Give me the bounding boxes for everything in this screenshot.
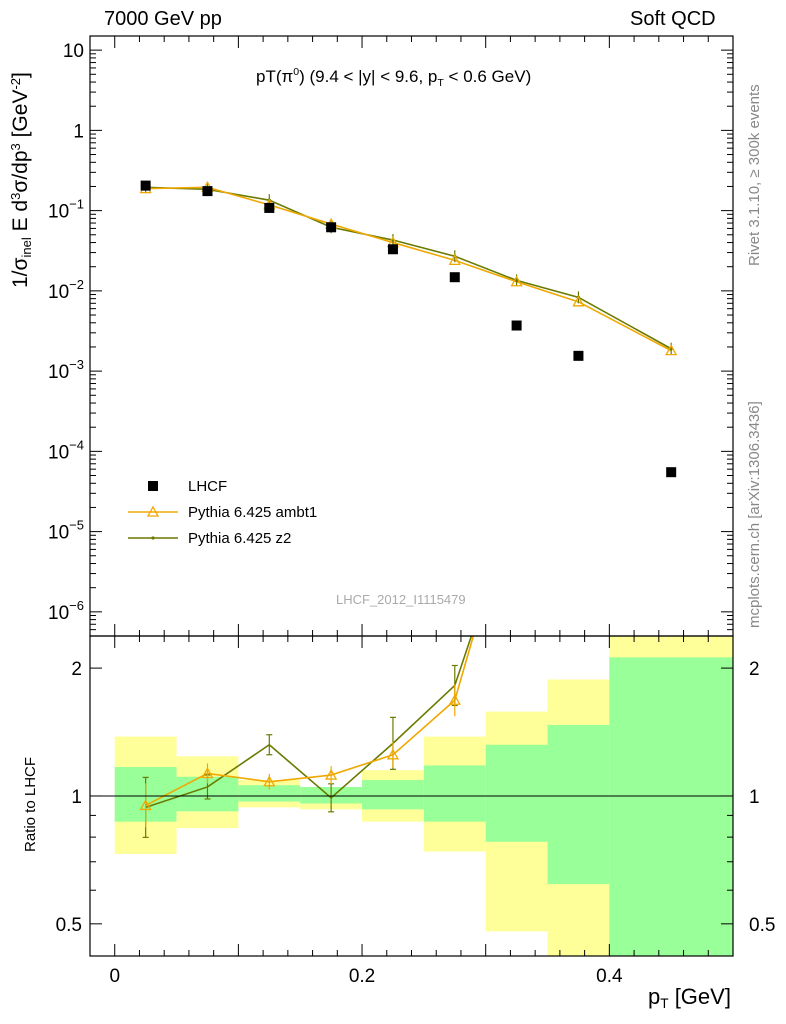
y-tick-label-5: 10−1 [48,197,84,223]
ratio-y-tick-label-right-1: 1 [749,787,760,808]
lhcf-point-6 [511,320,522,331]
lhcf-point-3 [326,222,337,233]
ambt1-point-7 [572,295,585,307]
x-axis-label: pT [GeV] [648,984,731,1011]
x-tick-label-2: 0.4 [596,966,623,987]
ratio-ambt1-point-2 [263,775,276,787]
ratio-uncertainty-bands [114,636,733,956]
y-tick-label-0: 10−6 [48,598,84,624]
rivet-version-label: Rivet 3.1.10, ≥ 300k events [746,84,763,266]
z2-line [145,186,672,350]
x-tick-label-1: 0.2 [349,966,375,987]
chart-title: pT(π0) (9.4 < |y| < 9.6, pT < 0.6 GeV) [256,66,532,89]
ambt1-point-5 [448,254,461,266]
lhcf-point-1 [202,186,213,197]
band-inner-7 [547,724,610,885]
main-y-axis-label: 1/σinel E d3σ/dp3 [GeV-2] [8,72,34,288]
ratio-ambt1-point-1 [201,767,214,779]
band-inner-4 [362,780,424,810]
ratio-ambt1-point-4 [386,748,400,760]
band-inner-2 [238,785,301,802]
header-left: 7000 GeV pp [104,8,222,30]
y-tick-label-3: 10−3 [48,357,84,383]
legend-marker-ambt1 [146,505,160,517]
axes: 10−6 10−5 10−4 10−3 10−2 10−1 1 10 0 0.2 0.4 0.5 0.5… [48,35,775,987]
ratio-y-tick-label-left-0: 0.5 [56,915,82,936]
ambt1-point-8 [665,344,678,356]
legend-label-ambt1: Pythia 6.425 ambt1 [188,504,318,521]
y-tick-label-6: 1 [73,121,84,142]
lhcf-point-8 [666,467,677,478]
legend-label-z2: Pythia 6.425 z2 [188,530,292,547]
y-tick-label-2: 10−4 [48,437,84,463]
main-plot-frame [89,35,734,637]
band-inner-6 [485,744,548,842]
y-tick-label-7: 10 [63,41,84,62]
ambt1-point-6 [510,275,523,287]
ambt1-line [145,186,672,352]
lhcf-point-4 [387,244,398,255]
mcplots-label: mcplots.cern.ch [arXiv:1306.3436] [746,401,763,628]
band-inner-5 [423,765,486,822]
lhcf-point-5 [449,272,460,283]
y-tick-label-4: 10−2 [48,277,84,303]
ratio-ambt1-point-0 [139,799,152,811]
ratio-plot-marks [90,635,733,838]
ratio-y-tick-label-left-2: 2 [71,659,82,680]
legend-label-lhcf: LHCF [188,478,228,495]
ratio-ambt1-point-3 [325,768,338,780]
lhcf-point-0 [140,180,151,191]
legend-marker-z2 [151,536,155,540]
analysis-id-watermark: LHCF_2012_I1115479 [336,592,466,607]
ratio-y-tick-label-right-0: 0.5 [749,915,775,936]
ratio-y-tick-label-right-2: 2 [749,659,760,680]
header-right: Soft QCD [630,8,716,30]
lhcf-point-2 [264,202,275,213]
ratio-ambt1-point-5 [448,693,461,705]
main-plot-marks [128,180,678,540]
band-inner-8 [609,657,733,956]
y-tick-label-1: 10−5 [48,518,84,544]
lhcf-point-7 [573,350,584,361]
legend-marker-lhcf [148,481,158,491]
ratio-y-axis-label: Ratio to LHCF [22,756,39,852]
ratio-y-tick-label-left-1: 1 [71,787,82,808]
z2-point-6 [515,278,519,283]
x-tick-label-0: 0 [109,966,120,987]
